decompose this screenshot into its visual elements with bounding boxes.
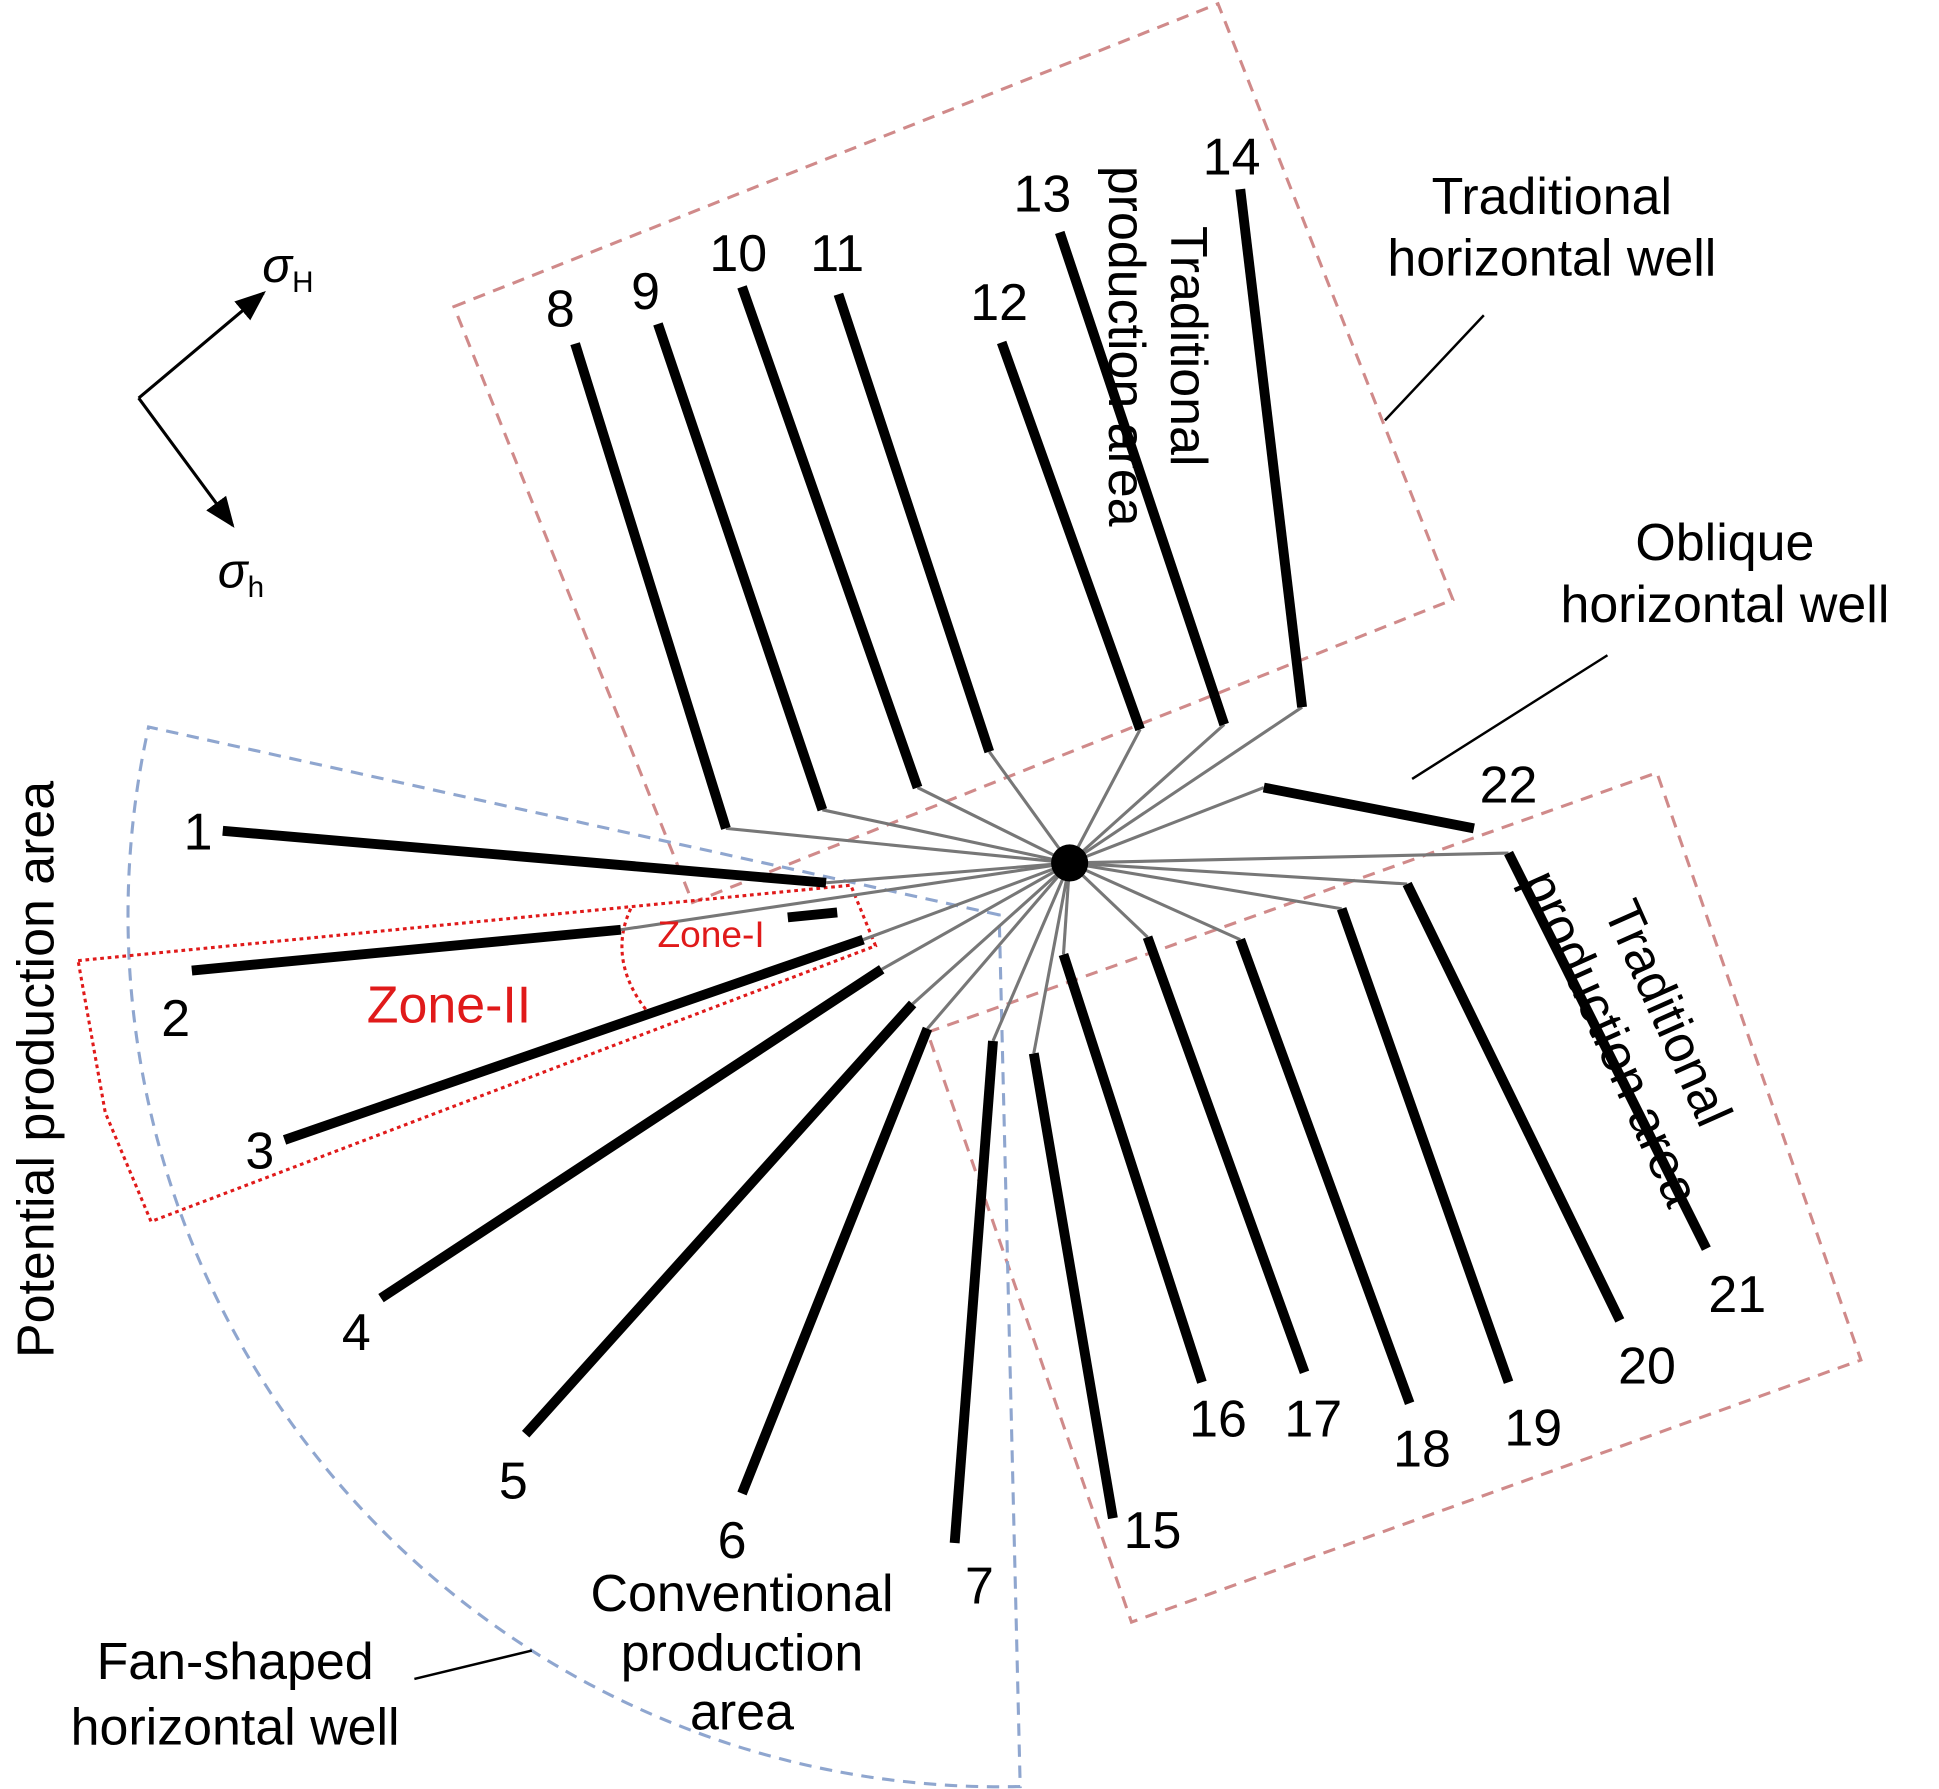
sigma-min: σh bbox=[218, 543, 264, 604]
well bbox=[1058, 952, 1207, 1384]
well bbox=[1055, 230, 1229, 727]
top-area-box bbox=[451, 1, 1455, 905]
zone-2-outline bbox=[76, 883, 878, 1224]
well bbox=[949, 1040, 998, 1544]
well-label: 8 bbox=[546, 280, 575, 338]
zone-2-label: Zone-II bbox=[367, 976, 531, 1034]
well-label: 2 bbox=[161, 990, 190, 1048]
oblique-well-label: Oblique horizontal well bbox=[1560, 514, 1889, 634]
well-connector bbox=[911, 861, 1071, 1006]
well-label: 18 bbox=[1393, 1420, 1451, 1478]
well-label: 6 bbox=[718, 1512, 747, 1570]
well bbox=[1402, 881, 1625, 1323]
sigma-h-max-arrow bbox=[137, 291, 266, 400]
leaders bbox=[414, 314, 1609, 1681]
sigma-h-min-arrow bbox=[137, 397, 235, 528]
well-connector bbox=[988, 750, 1071, 864]
well bbox=[1142, 935, 1310, 1375]
well-connector bbox=[1068, 723, 1226, 865]
sigma-max: σH bbox=[262, 238, 313, 299]
well-connector bbox=[1068, 728, 1142, 864]
stress-axes bbox=[137, 291, 266, 528]
well-label: 10 bbox=[709, 225, 767, 283]
well-label: 15 bbox=[1124, 1502, 1182, 1560]
well-connector bbox=[880, 861, 1071, 971]
well bbox=[737, 285, 923, 790]
well-label: 13 bbox=[1014, 165, 1072, 223]
well-label: 17 bbox=[1284, 1391, 1342, 1449]
well-label: 7 bbox=[965, 1558, 994, 1616]
well-connector bbox=[1069, 861, 1342, 911]
well-connector bbox=[862, 861, 1071, 942]
top-area-label: Traditionalproduction area bbox=[1097, 166, 1217, 527]
center-node bbox=[1051, 844, 1089, 882]
well bbox=[1504, 850, 1711, 1251]
well bbox=[1262, 782, 1475, 834]
well-label: 21 bbox=[1708, 1266, 1766, 1324]
well-label: 19 bbox=[1504, 1399, 1562, 1457]
well bbox=[737, 1026, 933, 1496]
well-connector bbox=[1068, 705, 1303, 865]
well-connector bbox=[725, 826, 1070, 865]
well-label: 4 bbox=[342, 1304, 371, 1362]
well-connector bbox=[1069, 851, 1509, 865]
well bbox=[521, 1000, 917, 1438]
zone-1-outline bbox=[620, 908, 651, 1015]
well-label: 1 bbox=[184, 803, 213, 861]
well bbox=[653, 322, 828, 812]
well-label: 16 bbox=[1189, 1391, 1247, 1449]
leader bbox=[1384, 314, 1485, 422]
well bbox=[1235, 937, 1415, 1405]
well bbox=[191, 924, 622, 976]
zone-1-label: Zone-I bbox=[658, 913, 765, 955]
well-connector bbox=[1069, 861, 1408, 886]
well bbox=[282, 934, 865, 1145]
well-label: 22 bbox=[1480, 756, 1538, 814]
well-connector bbox=[916, 786, 1071, 865]
zone-1-well-segment bbox=[787, 907, 838, 923]
well bbox=[378, 965, 885, 1303]
well-connector bbox=[991, 862, 1072, 1042]
well-label: 11 bbox=[810, 225, 864, 283]
well-label: 20 bbox=[1618, 1337, 1676, 1395]
well-connector bbox=[1069, 786, 1265, 865]
well-connector bbox=[620, 861, 1070, 932]
well bbox=[833, 292, 994, 754]
conventional-area-label: Conventional production area bbox=[591, 1565, 894, 1742]
leader bbox=[414, 1649, 533, 1681]
well-label: 3 bbox=[245, 1122, 274, 1180]
well bbox=[1235, 188, 1307, 708]
well-connector bbox=[1032, 862, 1072, 1054]
well-label: 12 bbox=[970, 274, 1028, 332]
traditional-well-label: Traditional horizontal well bbox=[1387, 168, 1716, 288]
well-connector bbox=[926, 861, 1071, 1030]
potential-area-label: Potential production area bbox=[7, 781, 65, 1358]
areas bbox=[76, 1, 1863, 1789]
fan-well-label: Fan-shaped horizontal well bbox=[71, 1633, 400, 1757]
right-area-box bbox=[925, 770, 1863, 1625]
well bbox=[1336, 907, 1514, 1384]
well bbox=[1028, 1052, 1118, 1520]
right-area-label: Traditionalproduction area bbox=[1511, 837, 1767, 1215]
well-label: 5 bbox=[499, 1452, 528, 1510]
well-label: 9 bbox=[631, 263, 660, 321]
well-connector bbox=[822, 808, 1070, 865]
well-connector bbox=[825, 861, 1070, 885]
well-label: 14 bbox=[1203, 128, 1261, 186]
fan-area bbox=[126, 725, 1022, 1789]
well bbox=[570, 342, 731, 830]
well bbox=[222, 825, 827, 888]
leader bbox=[1411, 654, 1609, 780]
well-connector bbox=[1069, 861, 1241, 942]
well bbox=[996, 340, 1145, 732]
